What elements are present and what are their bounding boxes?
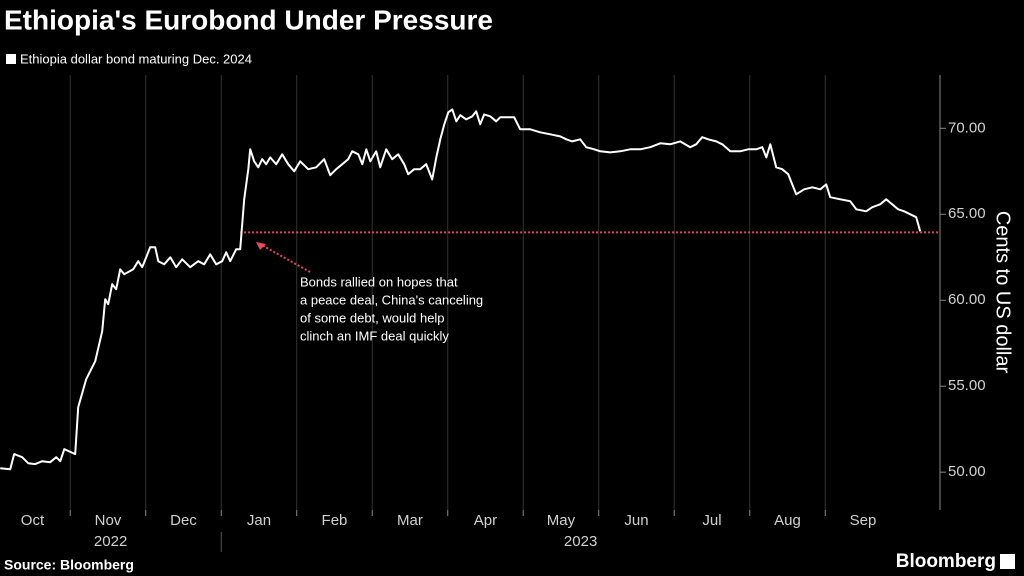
y-tick-label: 60.00 xyxy=(948,291,986,308)
annotation: clinch an IMF deal quickly xyxy=(300,328,449,343)
annotation-arrow xyxy=(257,242,311,273)
x-group-label: 2023 xyxy=(564,533,597,550)
source: Source: Bloomberg xyxy=(4,557,134,573)
annotation: Bonds rallied on hopes that xyxy=(300,274,458,289)
x-tick-label: Apr xyxy=(474,512,497,529)
annotation-arrowhead xyxy=(256,242,266,250)
annotation: of some debt, would help xyxy=(300,310,445,325)
x-tick-label: Jun xyxy=(624,512,648,529)
y-axis-label: Cents to US dollar xyxy=(992,211,1014,374)
x-tick-label: Sep xyxy=(850,512,877,529)
x-tick-label: Feb xyxy=(322,512,348,529)
annotation: a peace deal, China's canceling xyxy=(300,292,483,307)
legend-label: Ethiopia dollar bond maturing Dec. 2024 xyxy=(20,51,252,66)
logo-box xyxy=(1000,554,1015,569)
x-group-label: 2022 xyxy=(94,533,127,550)
legend-swatch xyxy=(6,54,16,64)
x-tick-label: Aug xyxy=(774,512,801,529)
chart-title: Ethiopia's Eurobond Under Pressure xyxy=(4,4,493,35)
y-tick-label: 50.00 xyxy=(948,463,986,480)
y-tick-label: 55.00 xyxy=(948,377,986,394)
y-tick-label: 65.00 xyxy=(948,205,986,222)
x-tick-label: Jan xyxy=(247,512,271,529)
logo: Bloomberg xyxy=(896,551,996,572)
x-tick-label: Nov xyxy=(95,512,122,529)
x-tick-label: Jul xyxy=(702,512,721,529)
x-tick-label: Mar xyxy=(397,512,423,529)
x-tick-label: Oct xyxy=(21,512,45,529)
series-line xyxy=(0,108,922,471)
y-tick-label: 70.00 xyxy=(948,119,986,136)
x-tick-label: May xyxy=(547,512,576,529)
x-tick-label: Dec xyxy=(170,512,197,529)
